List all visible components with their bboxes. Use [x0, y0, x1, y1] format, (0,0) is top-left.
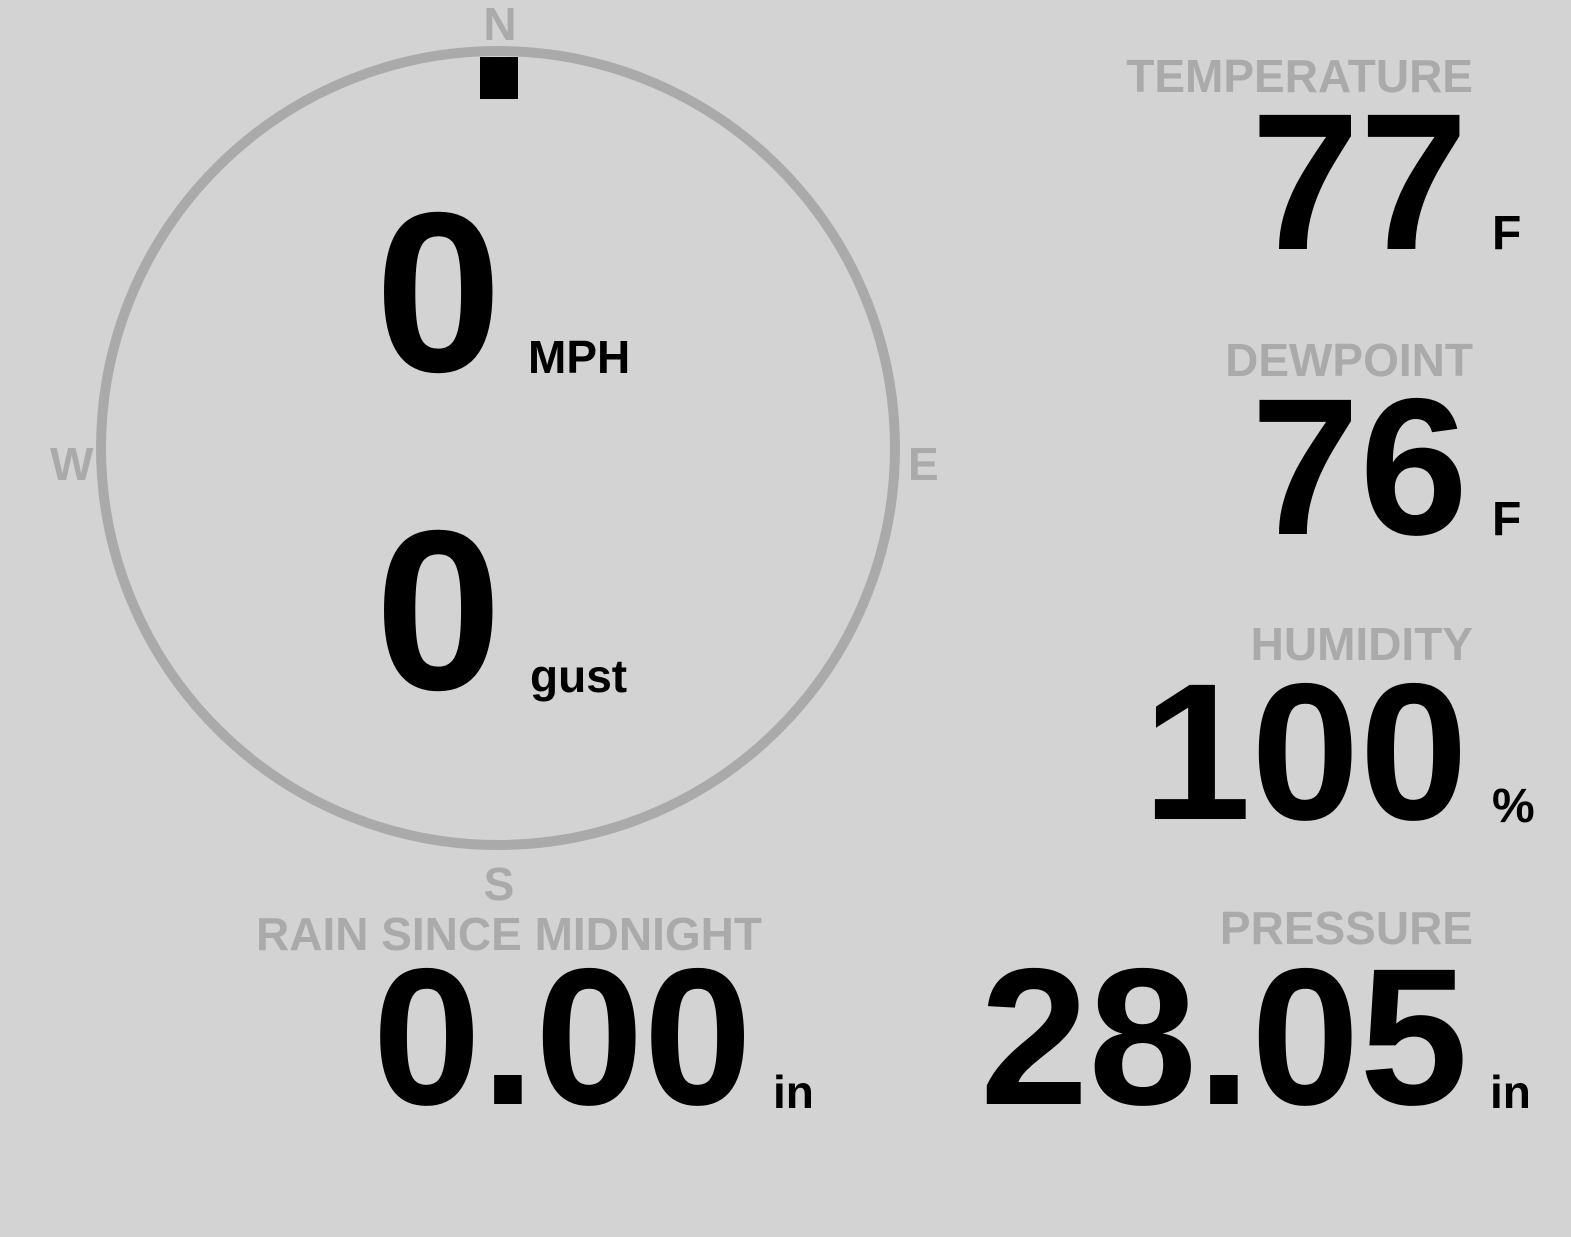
humidity-unit: %	[1492, 780, 1535, 833]
temperature-label: TEMPERATURE	[1126, 50, 1473, 102]
wind-gust-label: gust	[530, 650, 628, 702]
pressure-value: 28.05	[980, 928, 1468, 1146]
humidity-label: HUMIDITY	[1250, 618, 1473, 670]
temperature-value: 77	[1251, 73, 1468, 291]
dewpoint-value: 76	[1251, 358, 1468, 576]
compass-south: S	[483, 858, 515, 910]
wind-gust-value: 0	[375, 484, 502, 738]
rain-unit: in	[773, 1066, 814, 1118]
dewpoint-label: DEWPOINT	[1225, 334, 1473, 386]
dewpoint-unit: F	[1492, 493, 1522, 546]
rain-value: 0.00	[372, 928, 752, 1146]
wind-speed-unit: MPH	[528, 331, 631, 383]
pressure-unit: in	[1490, 1066, 1531, 1118]
temperature-unit: F	[1492, 207, 1522, 260]
wind-direction-marker	[480, 57, 518, 99]
pressure-label: PRESSURE	[1219, 902, 1473, 954]
wind-speed-value: 0	[375, 166, 502, 420]
compass-west: W	[50, 438, 94, 490]
rain-label: RAIN SINCE MIDNIGHT	[256, 908, 762, 960]
humidity-value: 100	[1142, 643, 1468, 861]
compass-east: E	[908, 438, 939, 490]
compass-north: N	[483, 0, 517, 50]
compass-ring	[96, 46, 900, 850]
